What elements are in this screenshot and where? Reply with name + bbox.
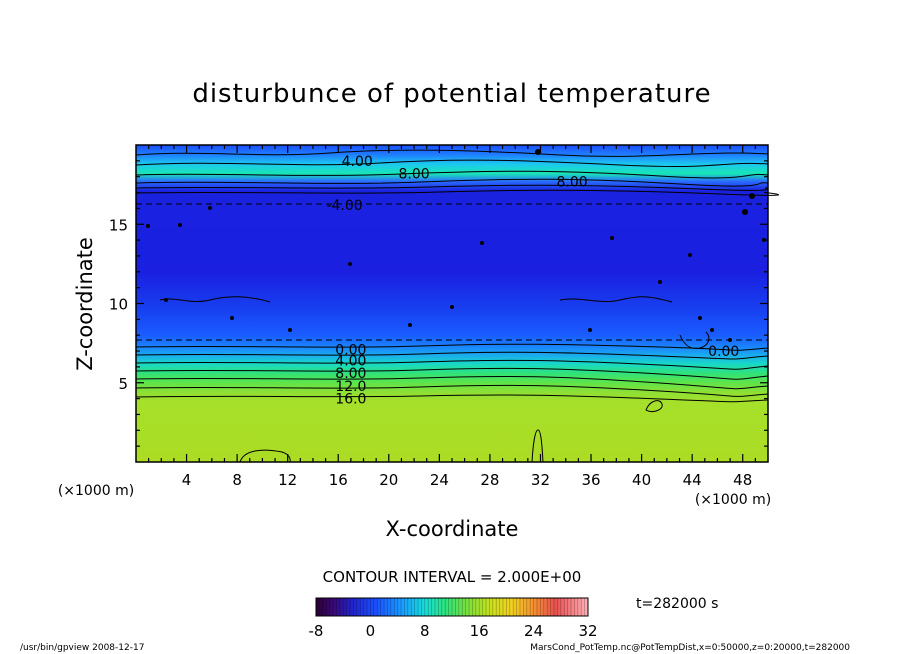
axis-ticks: [136, 145, 768, 462]
contour-label: 0.00: [335, 342, 366, 358]
contour-interval-text: CONTOUR INTERVAL = 2.000E+00: [323, 568, 582, 586]
y-tick-labels: 5 10 15: [109, 216, 128, 393]
contour-label: 8.00: [335, 366, 366, 382]
contour-label: 0.00: [708, 344, 739, 360]
contour-label: 8.00: [398, 167, 429, 183]
x-unit-left: (×1000 m): [58, 483, 134, 499]
x-axis-label: X-coordinate: [386, 517, 519, 541]
x-tick-label: 4: [182, 471, 192, 489]
contour-label: 12.0: [335, 379, 366, 395]
colorbar-tick-label: 16: [470, 622, 489, 640]
chart-title: disturbunce of potential temperature: [192, 79, 711, 109]
x-tick-label: 40: [632, 471, 651, 489]
colorbar-tick-label: 8: [420, 622, 430, 640]
x-unit-right: (×1000 m): [695, 492, 771, 508]
y-axis-label: Z-coordinate: [73, 237, 97, 371]
x-tick-label: 20: [379, 471, 398, 489]
time-label: t=282000 s: [636, 596, 718, 612]
footer-right: MarsCond_PotTemp.nc@PotTempDist,x=0:5000…: [530, 643, 850, 653]
contour-label: 4.00: [335, 354, 366, 370]
colorbar-tick-label: -8: [309, 622, 324, 640]
y-tick-label: 15: [109, 216, 128, 234]
x-tick-label: 44: [683, 471, 702, 489]
colorbar-tick-label: 24: [524, 622, 543, 640]
contour-field: [136, 145, 768, 462]
contour-label: -4.00: [326, 198, 362, 214]
contour-label: 16.0: [335, 392, 366, 408]
x-tick-label: 24: [430, 471, 449, 489]
contour-label: 4.00: [342, 154, 373, 170]
colorbar-stripes: [319, 598, 585, 616]
y-tick-label: 10: [109, 296, 128, 314]
colorbar-tick-label: 32: [578, 622, 597, 640]
x-tick-label: 8: [232, 471, 242, 489]
contour-label: 8.00: [556, 174, 587, 190]
colorbar-tick-label: 0: [366, 622, 376, 640]
x-tick-label: 12: [278, 471, 297, 489]
x-tick-label: 48: [733, 471, 752, 489]
y-tick-label: 5: [118, 375, 128, 393]
x-tick-label: 16: [329, 471, 348, 489]
colorbar-tick-labels: -8 0 8 16 24 32: [309, 622, 598, 640]
colorbar: [315, 597, 589, 617]
x-tick-labels: 4 8 12 16 20 24 28 32 36 40 44 48: [182, 471, 752, 489]
x-tick-label: 36: [581, 471, 600, 489]
contour-lines: [135, 149, 780, 463]
x-tick-label: 32: [531, 471, 550, 489]
footer-left: /usr/bin/gpview 2008-12-17: [20, 643, 144, 653]
x-tick-label: 28: [480, 471, 499, 489]
contour-label-group: 4.008.00 8.00-4.000.004.008.0012.016.00.0…: [326, 154, 739, 408]
contour-blobs: [146, 149, 766, 342]
